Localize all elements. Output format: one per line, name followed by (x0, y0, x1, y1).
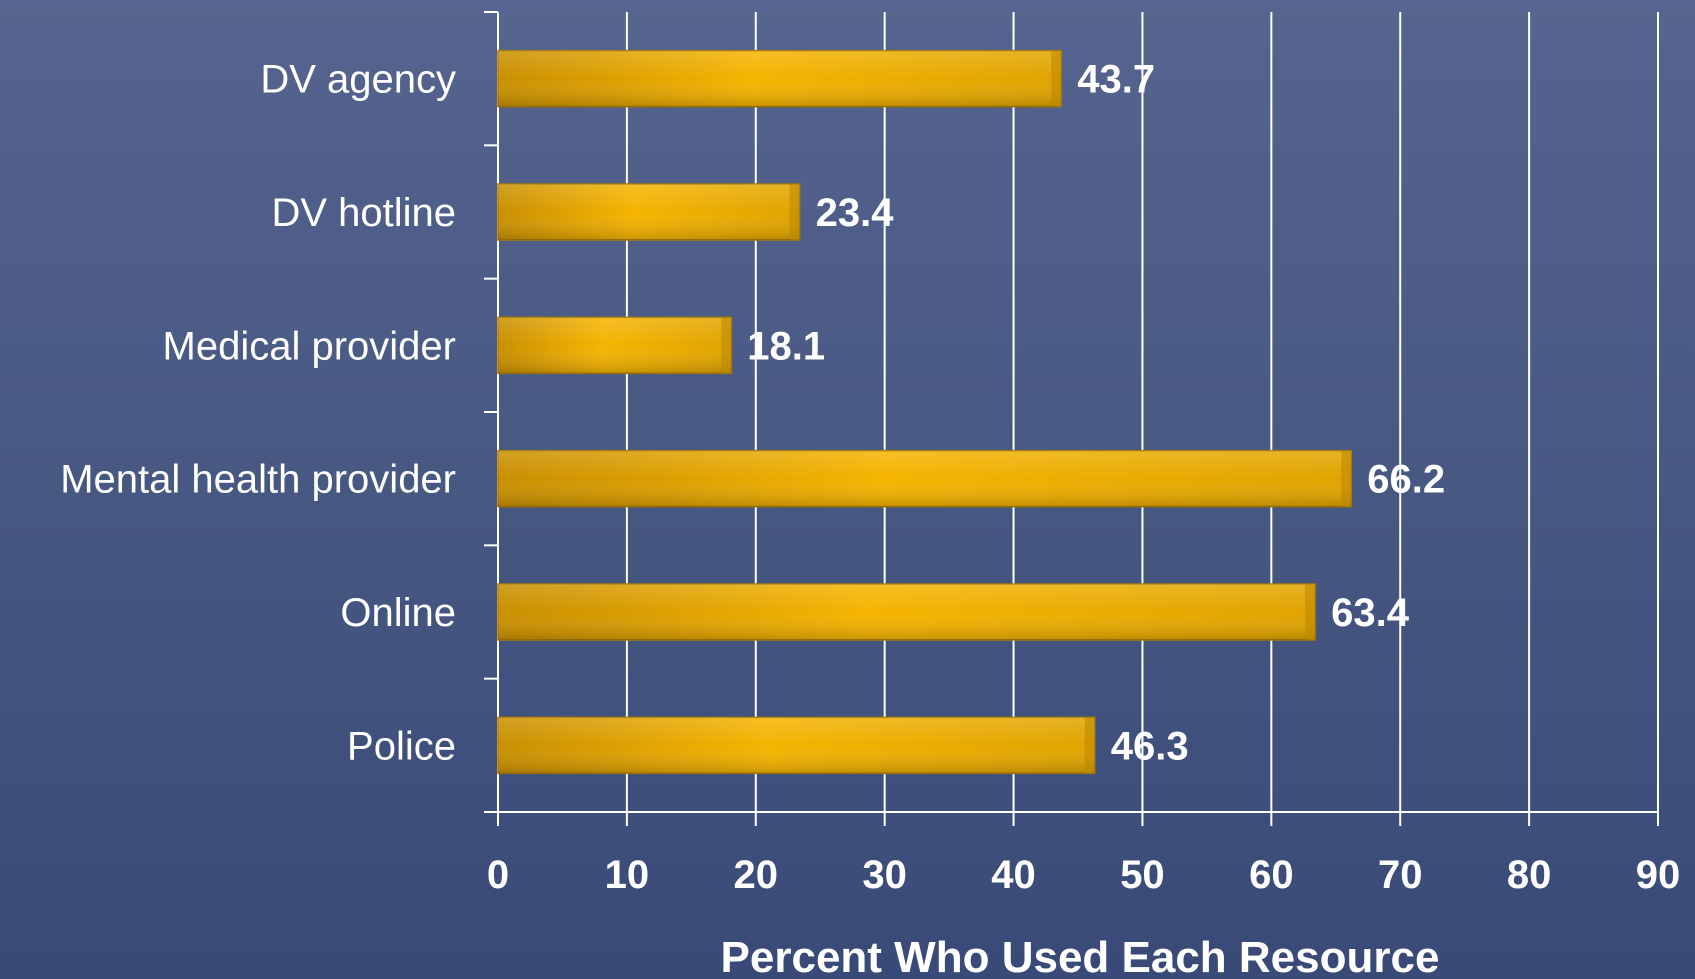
x-tick-label-90: 90 (1636, 853, 1681, 897)
bar-shade-online (498, 584, 1316, 640)
category-label-dv-agency: DV agency (260, 58, 456, 102)
value-label-dv-agency: 43.7 (1077, 58, 1155, 102)
gridlines (625, 12, 1659, 812)
labels: 0 10 20 30 40 50 60 70 80 90 DV agency 43.7 DV hotli… (60, 58, 1680, 897)
value-label-medical-provider: 18.1 (747, 324, 825, 368)
category-label-dv-hotline: DV hotline (271, 191, 456, 235)
bar-end-police (1084, 717, 1095, 774)
x-tick-label-80: 80 (1507, 853, 1552, 897)
x-tick-label-40: 40 (991, 853, 1036, 897)
x-tick-label-50: 50 (1120, 853, 1165, 897)
bar-end-online (1305, 584, 1316, 640)
category-label-mental-health-provider: Mental health provider (60, 458, 456, 502)
category-label-medical-provider: Medical provider (163, 324, 456, 368)
bar-shade-medical-provider (498, 317, 732, 374)
bar-end-dv-hotline (789, 184, 800, 240)
x-tick-label-60: 60 (1249, 853, 1294, 897)
x-axis-title: Percent Who Used Each Resource (721, 933, 1440, 979)
x-tick-label-70: 70 (1378, 853, 1423, 897)
bar-shade-mental-health-provider (498, 450, 1352, 507)
category-label-online: Online (340, 591, 456, 635)
bars (497, 49, 1352, 775)
axes (484, 11, 1659, 826)
bar-end-medical-provider (721, 317, 732, 374)
value-label-mental-health-provider: 66.2 (1367, 458, 1445, 502)
value-label-dv-hotline: 23.4 (816, 191, 895, 235)
value-label-online: 63.4 (1331, 591, 1410, 635)
bar-end-mental-health-provider (1341, 450, 1352, 507)
x-tick-label-20: 20 (734, 853, 779, 897)
bar-shade-dv-hotline (498, 184, 800, 240)
category-label-police: Police (347, 724, 456, 768)
x-tick-label-30: 30 (862, 853, 907, 897)
bar-shade-dv-agency (498, 50, 1062, 107)
bar-shade-police (498, 717, 1095, 774)
x-tick-label-10: 10 (605, 853, 650, 897)
x-tick-label-0: 0 (487, 853, 509, 897)
value-label-police: 46.3 (1111, 724, 1189, 768)
bar-end-dv-agency (1051, 50, 1062, 107)
